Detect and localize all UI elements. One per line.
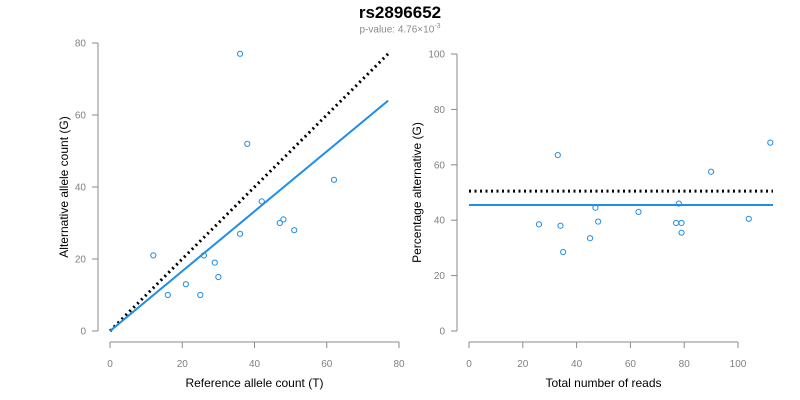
y-tick-label: 0 [80,327,86,338]
data-point [200,252,208,259]
x-tick-label: 40 [249,359,261,370]
data-point [211,259,218,266]
y-tick-label: 100 [428,50,445,61]
y-axis-label: Percentage alternative (G) [410,122,424,263]
fit-line [109,99,389,332]
plot-panel-1: 0 20 40 60 80 0 20 40 60 80 Reference allele count… [57,39,405,391]
y-axis-label: Alternative allele count (G) [57,116,71,257]
y-tick-label: 40 [75,183,87,194]
y-tick-label: 60 [434,160,446,171]
data-point [182,281,189,288]
data-point [236,50,244,57]
data-point [276,219,283,227]
data-point [280,216,287,223]
data-point [592,204,599,211]
x-axis-label: Total number of reads [545,376,661,390]
data-point [291,227,298,234]
y-tick-label: 40 [434,216,446,227]
reference-line [108,52,390,333]
data-point [635,208,642,215]
x-tick-label: 40 [571,359,583,370]
y-tick-label: 20 [75,255,87,266]
data-point [197,291,204,299]
y-tick-label: 0 [439,327,445,338]
x-tick-label: 80 [393,359,405,370]
data-point [708,168,715,175]
x-tick-label: 0 [466,359,472,370]
y-tick-label: 80 [75,39,87,50]
data-point [215,273,222,281]
data-point [678,219,685,227]
data-point [595,218,602,225]
data-point [586,235,594,242]
p-value-exponent: -3 [434,23,441,30]
data-point [745,215,752,222]
data-point [258,198,265,205]
data-point [150,252,157,259]
data-point [675,200,682,207]
y-tick-label: 80 [434,105,446,116]
data-point [557,222,564,229]
data-point [164,291,171,299]
p-value-text: p-value: 4.76×10 [359,24,435,36]
x-axis-label: Reference allele count (T) [185,376,323,390]
chart-title: rs2896652 [358,3,442,22]
p-value-subtitle: p-value: 4.76×10-3 [0,23,800,35]
data-point [236,230,244,237]
x-tick-label: 20 [177,359,189,370]
data-point [673,219,680,227]
data-point [554,152,561,159]
x-tick-label: 60 [321,359,333,370]
data-point [330,176,338,183]
y-tick-label: 60 [75,111,87,122]
data-point [767,139,774,146]
x-tick-label: 60 [625,359,637,370]
data-point [244,140,251,147]
data-point [535,221,543,228]
x-tick-label: 0 [107,359,113,370]
plot-panel-2: 0 20 40 60 80 100 0 20 40 60 80 100 Total number of … [410,50,774,390]
x-tick-label: 80 [679,359,691,370]
y-tick-label: 20 [434,271,446,282]
x-tick-label: 20 [517,359,529,370]
data-point [560,248,567,256]
data-point [678,229,685,236]
x-tick-label: 100 [730,359,747,370]
